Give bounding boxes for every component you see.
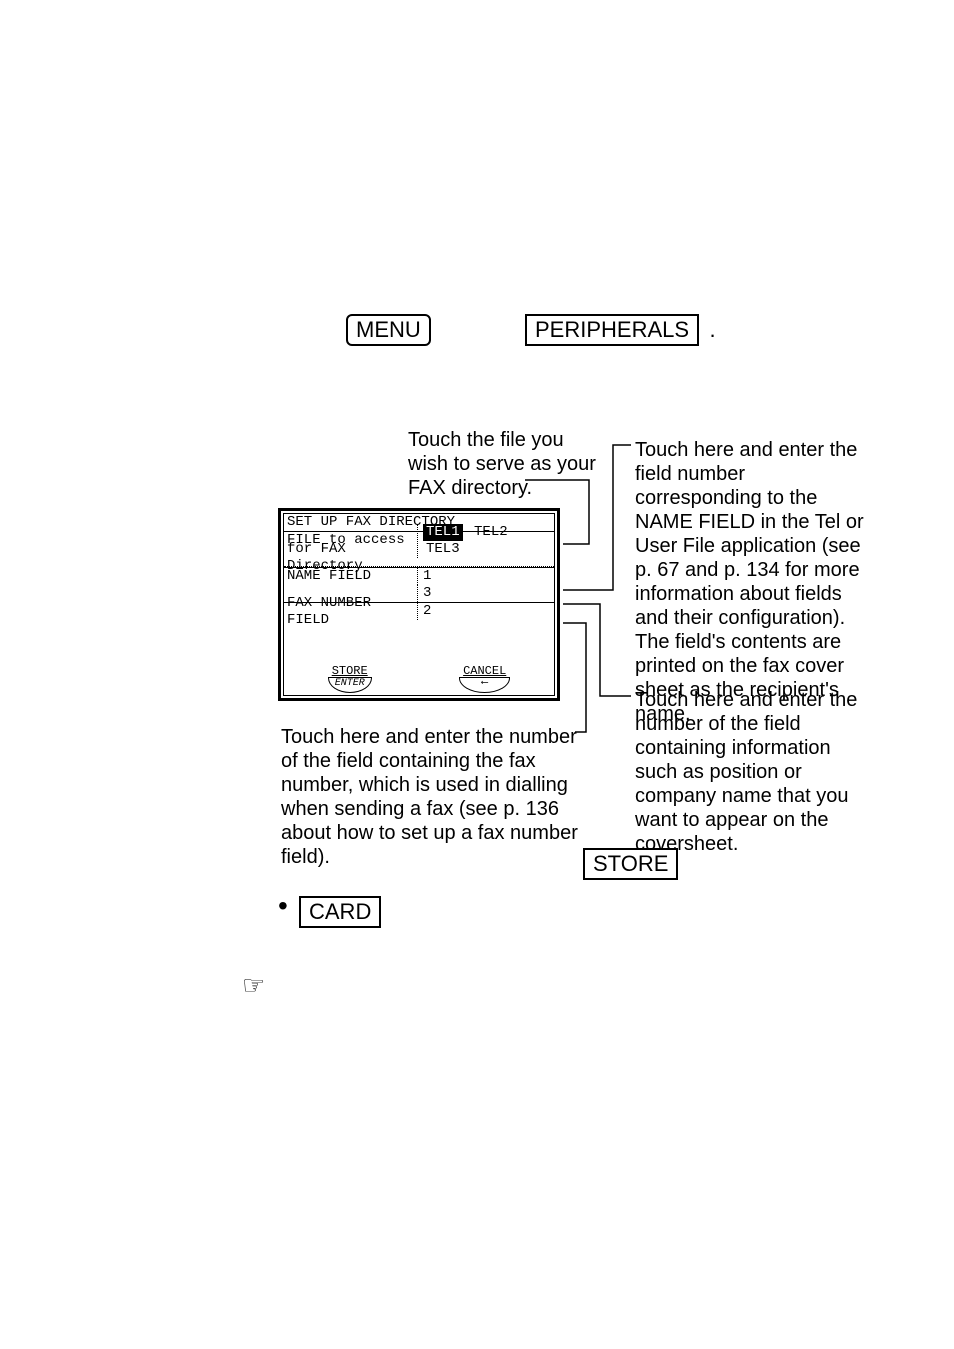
bullet: • — [278, 892, 288, 920]
card-label-box: CARD — [299, 896, 381, 928]
leader-lines — [0, 0, 954, 1000]
pointer-icon: ☞ — [242, 970, 265, 1001]
store-label-box: STORE — [583, 848, 678, 880]
